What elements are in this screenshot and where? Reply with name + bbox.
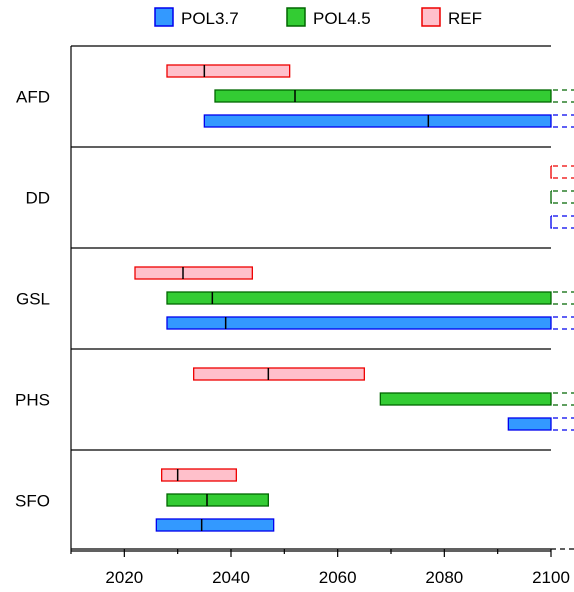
bar-ref-dd [550, 165, 552, 179]
category-label-phs: PHS [15, 391, 50, 410]
bar-ref-sfo [161, 468, 237, 482]
bar-pol3-7-gsl [166, 316, 552, 330]
category-label-afd: AFD [16, 88, 50, 107]
legend-label-pol3-7: POL3.7 [181, 9, 239, 28]
bar-ref-afd [166, 64, 291, 78]
legend-swatch-pol3-7 [154, 7, 174, 27]
panel-frame [70, 45, 551, 552]
x-tick-label-2060: 2060 [319, 568, 357, 587]
x-axis: 2020 2040 2060 2080 2100 [70, 548, 574, 587]
x-tick-label-2040: 2040 [212, 568, 250, 587]
legend-swatch-ref [421, 7, 441, 27]
range-bars [134, 64, 574, 532]
category-label-sfo: SFO [15, 492, 50, 511]
bar-pol4-5-afd [214, 89, 552, 103]
bar-pol3-7-sfo [155, 518, 275, 532]
legend-label-ref: REF [448, 9, 482, 28]
bar-ref-gsl [134, 266, 253, 280]
category-label-dd: DD [25, 189, 50, 208]
legend-swatch-pol4-5 [286, 7, 306, 27]
bar-pol4-5-sfo [166, 493, 269, 507]
x-tick-label-2100: 2100 [532, 568, 570, 587]
x-tick-label-2080: 2080 [425, 568, 463, 587]
x-tick-label-2020: 2020 [105, 568, 143, 587]
category-labels: AFD DD GSL PHS SFO [15, 88, 50, 511]
bar-ref-phs [193, 367, 365, 381]
legend: POL3.7 POL4.5 REF [154, 7, 482, 28]
bar-pol4-5-dd [550, 190, 552, 204]
bar-pol4-5-phs [379, 392, 552, 406]
bar-pol3-7-phs [507, 417, 552, 431]
bar-pol3-7-afd [203, 114, 552, 128]
category-label-gsl: GSL [16, 290, 50, 309]
bar-pol4-5-gsl [166, 291, 552, 305]
legend-label-pol4-5: POL4.5 [313, 9, 371, 28]
bar-pol3-7-dd [550, 215, 552, 229]
